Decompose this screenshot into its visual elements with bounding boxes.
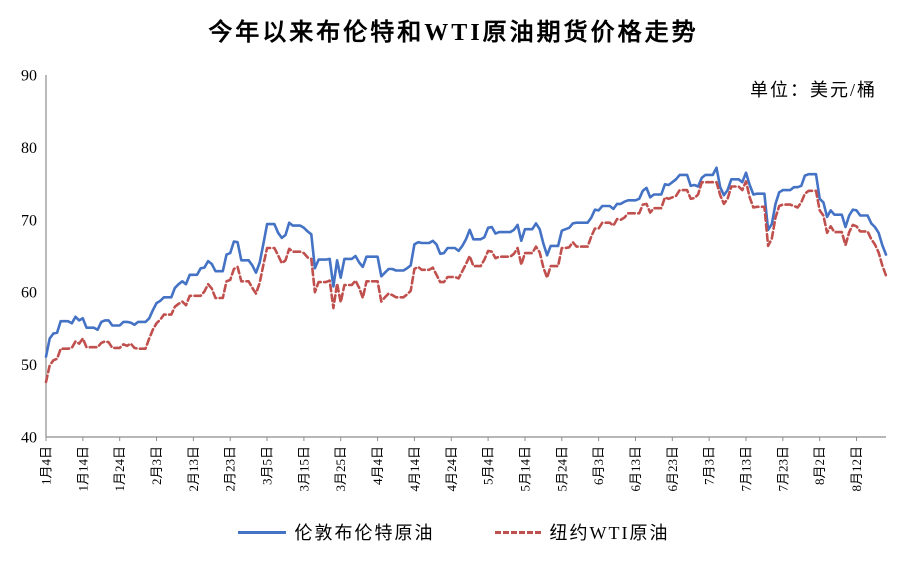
x-tick-label: 8月2日 <box>812 446 827 485</box>
legend-label-wti: 纽约WTI原油 <box>549 523 670 543</box>
legend-label-brent: 伦敦布伦特原油 <box>294 523 435 543</box>
wti-line-sample-icon <box>494 530 541 534</box>
y-tick-label: 50 <box>21 357 37 374</box>
x-tick-label: 4月4日 <box>370 446 385 485</box>
x-tick-label: 7月13日 <box>739 446 754 492</box>
chart-title: 今年以来布伦特和WTI原油期货价格走势 <box>208 20 699 46</box>
x-tick-label: 3月5日 <box>260 446 275 485</box>
legend-item-brent: 伦敦布伦特原油 <box>237 519 435 545</box>
x-tick-label: 2月3日 <box>149 446 164 485</box>
y-tick-label: 90 <box>21 68 37 85</box>
x-tick-label: 3月15日 <box>296 446 311 492</box>
x-tick-label: 6月13日 <box>628 446 643 492</box>
x-tick-label: 1月4日 <box>39 446 54 485</box>
x-tick-label: 6月23日 <box>665 446 680 492</box>
x-tick-label: 5月24日 <box>554 446 569 492</box>
x-tick-label: 7月3日 <box>702 446 717 485</box>
x-tick-label: 7月23日 <box>775 446 790 492</box>
x-tick-label: 2月13日 <box>186 446 201 492</box>
brent-line-sample-icon <box>237 530 286 534</box>
x-tick-label: 4月24日 <box>444 446 459 492</box>
wti-price-line <box>44 180 888 384</box>
unit-label: 单位：美元/桶 <box>749 80 877 100</box>
y-tick-label: 80 <box>21 140 37 157</box>
x-tick-label: 4月14日 <box>407 446 422 492</box>
x-tick-label: 5月14日 <box>517 446 532 492</box>
x-tick-label: 1月24日 <box>112 446 127 492</box>
x-tick-label: 2月23日 <box>223 446 238 492</box>
x-tick-label: 3月25日 <box>333 446 348 492</box>
y-tick-label: 60 <box>21 285 37 302</box>
x-tick-label: 1月14日 <box>75 446 90 492</box>
y-tick-label: 40 <box>21 430 37 447</box>
legend-item-wti: 纽约WTI原油 <box>494 519 670 545</box>
y-tick-label: 70 <box>21 212 37 229</box>
x-tick-label: 8月12日 <box>849 446 864 492</box>
chart-legend: 伦敦布伦特原油 纽约WTI原油 <box>0 519 907 545</box>
brent-price-line <box>44 166 888 358</box>
x-tick-label: 6月3日 <box>591 446 606 485</box>
x-tick-label: 5月4日 <box>481 446 496 485</box>
